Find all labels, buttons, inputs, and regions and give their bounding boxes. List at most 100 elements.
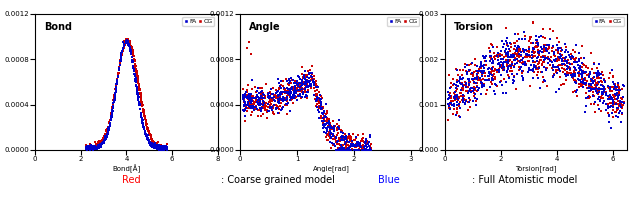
Point: [339, 136, 349, 139]
Point: [464, 79, 474, 83]
Point: [252, 101, 262, 104]
Point: [147, 142, 157, 145]
Point: [479, 70, 489, 74]
Point: [484, 70, 494, 74]
Point: [535, 49, 545, 52]
Point: [359, 148, 369, 152]
Point: [111, 79, 122, 82]
Point: [598, 78, 609, 81]
Point: [291, 87, 301, 90]
Point: [111, 84, 121, 88]
Point: [250, 86, 260, 89]
Point: [280, 96, 290, 100]
Point: [540, 80, 550, 83]
Point: [249, 102, 259, 105]
Point: [533, 41, 543, 45]
Point: [539, 44, 549, 47]
Point: [315, 97, 325, 101]
Point: [95, 144, 105, 147]
Point: [341, 135, 351, 138]
Point: [143, 137, 153, 140]
Point: [457, 78, 467, 81]
Point: [275, 104, 285, 108]
Point: [538, 55, 548, 58]
Point: [518, 48, 528, 51]
Point: [256, 97, 266, 100]
Point: [456, 91, 467, 94]
Point: [134, 84, 144, 88]
Point: [499, 68, 509, 72]
Point: [524, 46, 534, 49]
Legend: FA, CG: FA, CG: [592, 17, 624, 26]
Point: [89, 146, 99, 149]
Point: [239, 100, 249, 103]
Point: [83, 146, 93, 150]
Point: [538, 36, 548, 39]
Point: [330, 144, 340, 148]
Point: [146, 134, 156, 137]
Point: [143, 140, 154, 143]
Point: [584, 75, 594, 78]
Point: [284, 82, 294, 85]
Point: [86, 147, 97, 150]
Point: [528, 76, 538, 79]
Point: [618, 84, 628, 87]
Point: [483, 74, 493, 77]
Point: [246, 52, 257, 55]
Point: [238, 93, 248, 96]
Point: [262, 108, 273, 112]
Point: [264, 94, 274, 97]
Point: [100, 132, 110, 135]
Point: [259, 107, 269, 110]
Point: [355, 148, 365, 151]
Point: [140, 114, 150, 117]
Point: [102, 126, 113, 130]
Point: [82, 146, 92, 149]
Point: [149, 140, 159, 144]
Point: [340, 148, 351, 151]
Point: [133, 96, 143, 99]
Point: [239, 94, 250, 97]
Point: [531, 35, 541, 38]
Point: [608, 93, 618, 96]
Point: [81, 146, 92, 149]
Point: [132, 91, 142, 94]
Point: [132, 74, 143, 77]
Point: [255, 96, 265, 99]
Point: [359, 148, 369, 152]
Point: [451, 87, 461, 90]
Point: [113, 78, 123, 81]
Point: [276, 98, 287, 102]
Point: [604, 77, 614, 80]
Point: [139, 112, 149, 115]
Point: [533, 62, 543, 66]
Point: [298, 77, 308, 80]
Point: [312, 85, 323, 88]
Point: [610, 103, 620, 106]
Point: [290, 89, 300, 92]
Point: [594, 62, 604, 65]
Point: [322, 119, 332, 122]
Point: [556, 84, 566, 87]
Point: [148, 140, 159, 143]
Point: [340, 148, 351, 152]
Point: [461, 81, 471, 85]
Point: [572, 60, 582, 64]
Point: [605, 89, 615, 93]
Point: [323, 120, 333, 123]
Point: [307, 65, 317, 68]
Point: [291, 89, 301, 93]
Point: [122, 40, 132, 43]
Point: [108, 102, 118, 105]
Point: [448, 78, 458, 81]
Point: [553, 55, 563, 58]
Point: [86, 148, 96, 151]
Point: [289, 97, 299, 100]
Point: [457, 82, 467, 85]
Point: [505, 69, 515, 72]
Point: [445, 91, 455, 95]
Point: [81, 146, 92, 149]
Point: [152, 145, 163, 148]
Point: [360, 148, 371, 152]
Point: [339, 148, 349, 152]
